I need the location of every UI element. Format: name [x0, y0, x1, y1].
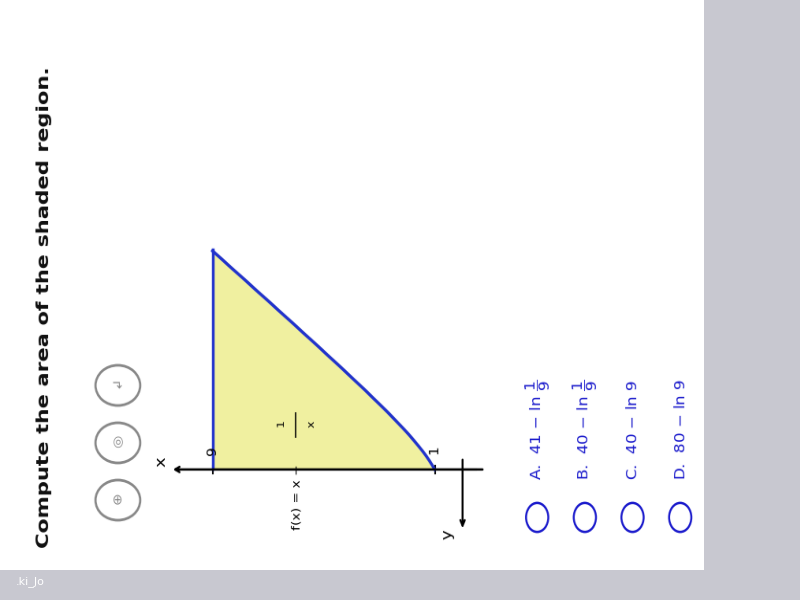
Text: .ki_Jo: .ki_Jo: [16, 577, 45, 587]
